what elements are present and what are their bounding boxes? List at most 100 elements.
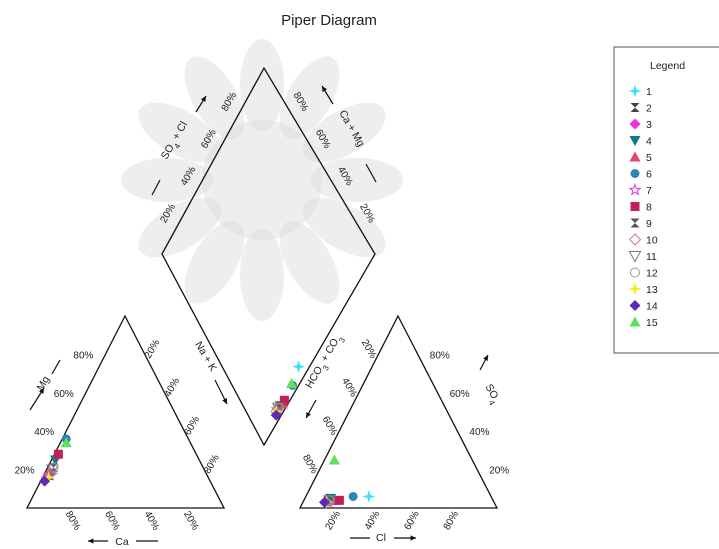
legend-marker-6 (630, 169, 640, 178)
arrow-mg-head (38, 388, 44, 394)
legend-title: Legend (650, 60, 685, 72)
anion-right-tick: 60% (450, 389, 470, 400)
series-14 (39, 409, 331, 508)
diamond-point-8 (279, 395, 289, 405)
anion-bottom-tick: 20% (323, 509, 343, 532)
legend-marker-7 (628, 182, 642, 196)
cation-right-tick: 20% (143, 338, 163, 361)
anion-bottom-tick: 60% (402, 509, 422, 532)
cation-left-tick: 40% (34, 427, 54, 438)
anion-left-tick: 40% (339, 376, 359, 399)
axis-label-ca: Ca (115, 536, 129, 548)
legend-label-10: 10 (646, 235, 658, 247)
legend-label-7: 7 (646, 185, 652, 197)
series-13 (42, 404, 334, 509)
series-8 (53, 395, 344, 505)
legend-label-4: 4 (646, 136, 652, 148)
legend-marker-13 (628, 282, 642, 296)
legend-marker-15 (629, 316, 641, 327)
anion-left-tick: 20% (359, 338, 379, 361)
series-3 (41, 409, 331, 508)
cation-point-13 (42, 470, 56, 484)
central-diamond (161, 66, 376, 447)
legend-label-2: 2 (646, 103, 652, 115)
arrow-mg-tail (51, 359, 61, 375)
watermark-petal (302, 197, 386, 258)
legend-label-6: 6 (646, 169, 652, 181)
anion-point-8 (334, 495, 344, 505)
legend-box (613, 46, 719, 354)
cation-bottom-tick: 20% (181, 509, 201, 532)
anion-point-15 (328, 454, 340, 465)
cation-point-12 (48, 462, 59, 473)
diamond-point-15 (286, 377, 298, 388)
arrow-ca-head (88, 538, 94, 544)
cation-point-8 (53, 449, 63, 459)
arrow-so4-cl-head (200, 96, 206, 102)
watermark-petal (138, 197, 222, 258)
arrow-ca-mg-head (322, 86, 328, 92)
cation-right-tick: 40% (163, 376, 183, 399)
legend-label-9: 9 (646, 218, 652, 230)
anion-left-tick: 60% (320, 415, 340, 438)
legend-marker-14 (629, 300, 641, 311)
legend-label-15: 15 (646, 317, 658, 329)
arrow-so4-head (483, 355, 488, 361)
legend-label-8: 8 (646, 202, 652, 214)
data-points (39, 360, 376, 509)
legend-marker-11 (628, 251, 642, 263)
arrow-ca-mg-tail (365, 163, 377, 183)
anion-point-14 (319, 496, 331, 508)
cation-right-tick: 60% (182, 414, 202, 437)
watermark-petal (302, 102, 386, 163)
series-5 (44, 398, 341, 505)
cation-point-14 (39, 475, 51, 487)
anion-triangle (298, 314, 499, 509)
legend-label-11: 11 (646, 251, 657, 263)
watermark-petal (240, 229, 284, 321)
cation-point-15 (60, 437, 72, 448)
watermark-petal (121, 158, 213, 202)
anion-right-tick: 20% (489, 466, 509, 477)
legend-label-12: 12 (646, 268, 658, 280)
diagram-frames (25, 66, 499, 509)
axis-label-cl: Cl (376, 532, 386, 544)
watermark-petal (240, 39, 284, 131)
legend-label-13: 13 (646, 284, 658, 296)
cation-bottom-tick: 60% (102, 509, 122, 532)
cation-left-tick: 20% (15, 466, 35, 477)
cation-bottom-tick: 80% (63, 509, 83, 532)
cation-triangle (25, 314, 226, 509)
legend-label-1: 1 (646, 86, 652, 98)
cation-left-tick: 80% (73, 350, 93, 361)
arrow-so4-cl-tail (151, 179, 161, 196)
watermark-petal (184, 220, 245, 304)
legend-label-14: 14 (646, 301, 658, 313)
watermark-petal (184, 56, 245, 140)
arrow-cl-head (410, 535, 416, 541)
arrow-nak-head (222, 398, 227, 404)
anion-right-tick: 80% (430, 350, 450, 361)
legend-marker-3 (629, 118, 641, 130)
watermark-petal (279, 220, 340, 304)
legend-marker-8 (630, 202, 640, 211)
arrow-hco3-head (306, 412, 311, 418)
anion-point-6 (348, 491, 358, 501)
legend-marker-9 (630, 218, 640, 228)
legend-label-3: 3 (646, 119, 652, 131)
series-15 (60, 377, 340, 465)
cation-right-tick: 80% (202, 453, 222, 476)
anion-point-1 (362, 489, 376, 503)
legend-label-5: 5 (646, 152, 652, 164)
cation-left-tick: 60% (54, 389, 74, 400)
watermark-petal (311, 158, 403, 202)
watermark-center (202, 120, 322, 240)
legend-marker-4 (629, 136, 641, 146)
diamond-point-1 (292, 360, 306, 374)
axis-label-nak: Na + K (192, 339, 219, 373)
axis-label-so4: SO4 (479, 382, 503, 407)
anion-bottom-tick: 80% (442, 509, 462, 532)
